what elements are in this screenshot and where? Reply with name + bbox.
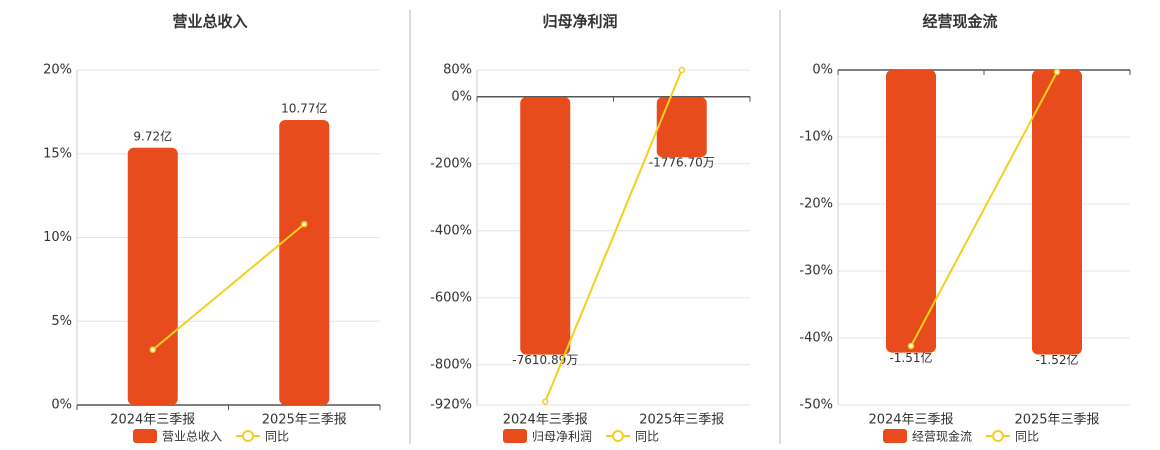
bar <box>520 97 571 355</box>
legend-swatch <box>612 430 625 442</box>
bar <box>127 147 178 405</box>
bar <box>1032 70 1082 355</box>
legend-label: 经营现金流 <box>912 429 972 444</box>
y-tick-label: 0% <box>51 398 72 413</box>
line <box>910 71 1058 347</box>
y-tick-label: 10% <box>43 230 72 245</box>
line-point <box>907 342 915 350</box>
line-point <box>1053 68 1061 76</box>
chart-title: 营业总收入 <box>172 13 247 31</box>
value-label: -1776.70万 <box>649 156 715 170</box>
legend-swatch <box>883 429 907 443</box>
y-tick-label: -800% <box>430 357 472 372</box>
x-tick-label: 2025年三季报 <box>1014 413 1099 428</box>
chart-title: 归母净利润 <box>542 13 617 31</box>
y-tick-label: 80% <box>443 63 472 78</box>
y-tick-label: -200% <box>430 156 472 171</box>
chart-title: 经营现金流 <box>922 13 997 31</box>
y-tick-label: -20% <box>799 197 833 212</box>
line-point <box>542 398 549 405</box>
x-tick-label: 2025年三季报 <box>639 413 724 428</box>
line-point <box>149 346 156 353</box>
line-point <box>301 220 308 228</box>
legend-swatch <box>503 429 527 443</box>
value-label: -7610.89万 <box>512 353 578 367</box>
x-tick-label: 2024年三季报 <box>868 413 953 428</box>
value-label: 10.77亿 <box>281 101 327 116</box>
legend-label: 同比 <box>635 430 659 444</box>
line <box>152 223 305 351</box>
y-tick-label: -600% <box>430 290 472 305</box>
y-tick-label: -10% <box>799 130 833 145</box>
legend-label: 归母净利润 <box>532 430 592 444</box>
bar <box>656 97 707 158</box>
legend-swatch <box>242 430 255 442</box>
bar <box>886 70 936 353</box>
value-label: -1.51亿 <box>889 350 932 365</box>
y-tick-label: -30% <box>799 264 833 279</box>
y-tick-label: 5% <box>51 314 72 329</box>
y-tick-label: -50% <box>799 398 833 413</box>
x-tick-label: 2025年三季报 <box>262 413 347 428</box>
legend-swatch <box>133 429 157 443</box>
y-tick-label: -40% <box>799 331 833 346</box>
x-tick-label: 2024年三季报 <box>110 413 195 428</box>
legend-label: 同比 <box>1015 430 1039 444</box>
y-tick-label: -920% <box>430 398 472 413</box>
legend-swatch <box>992 430 1005 442</box>
y-tick-label: 0% <box>451 89 472 104</box>
value-label: -1.52亿 <box>1035 352 1078 367</box>
bar <box>279 120 330 406</box>
y-tick-label: 15% <box>43 146 72 161</box>
legend-label: 同比 <box>265 430 289 444</box>
legend-label: 营业总收入 <box>162 430 222 444</box>
x-tick-label: 2024年三季报 <box>503 413 588 428</box>
y-tick-label: 20% <box>43 63 72 78</box>
value-label: 9.72亿 <box>133 128 172 143</box>
line <box>544 69 683 403</box>
y-tick-label: 0% <box>812 63 833 78</box>
line-point <box>678 66 685 74</box>
y-tick-label: -400% <box>430 223 472 238</box>
